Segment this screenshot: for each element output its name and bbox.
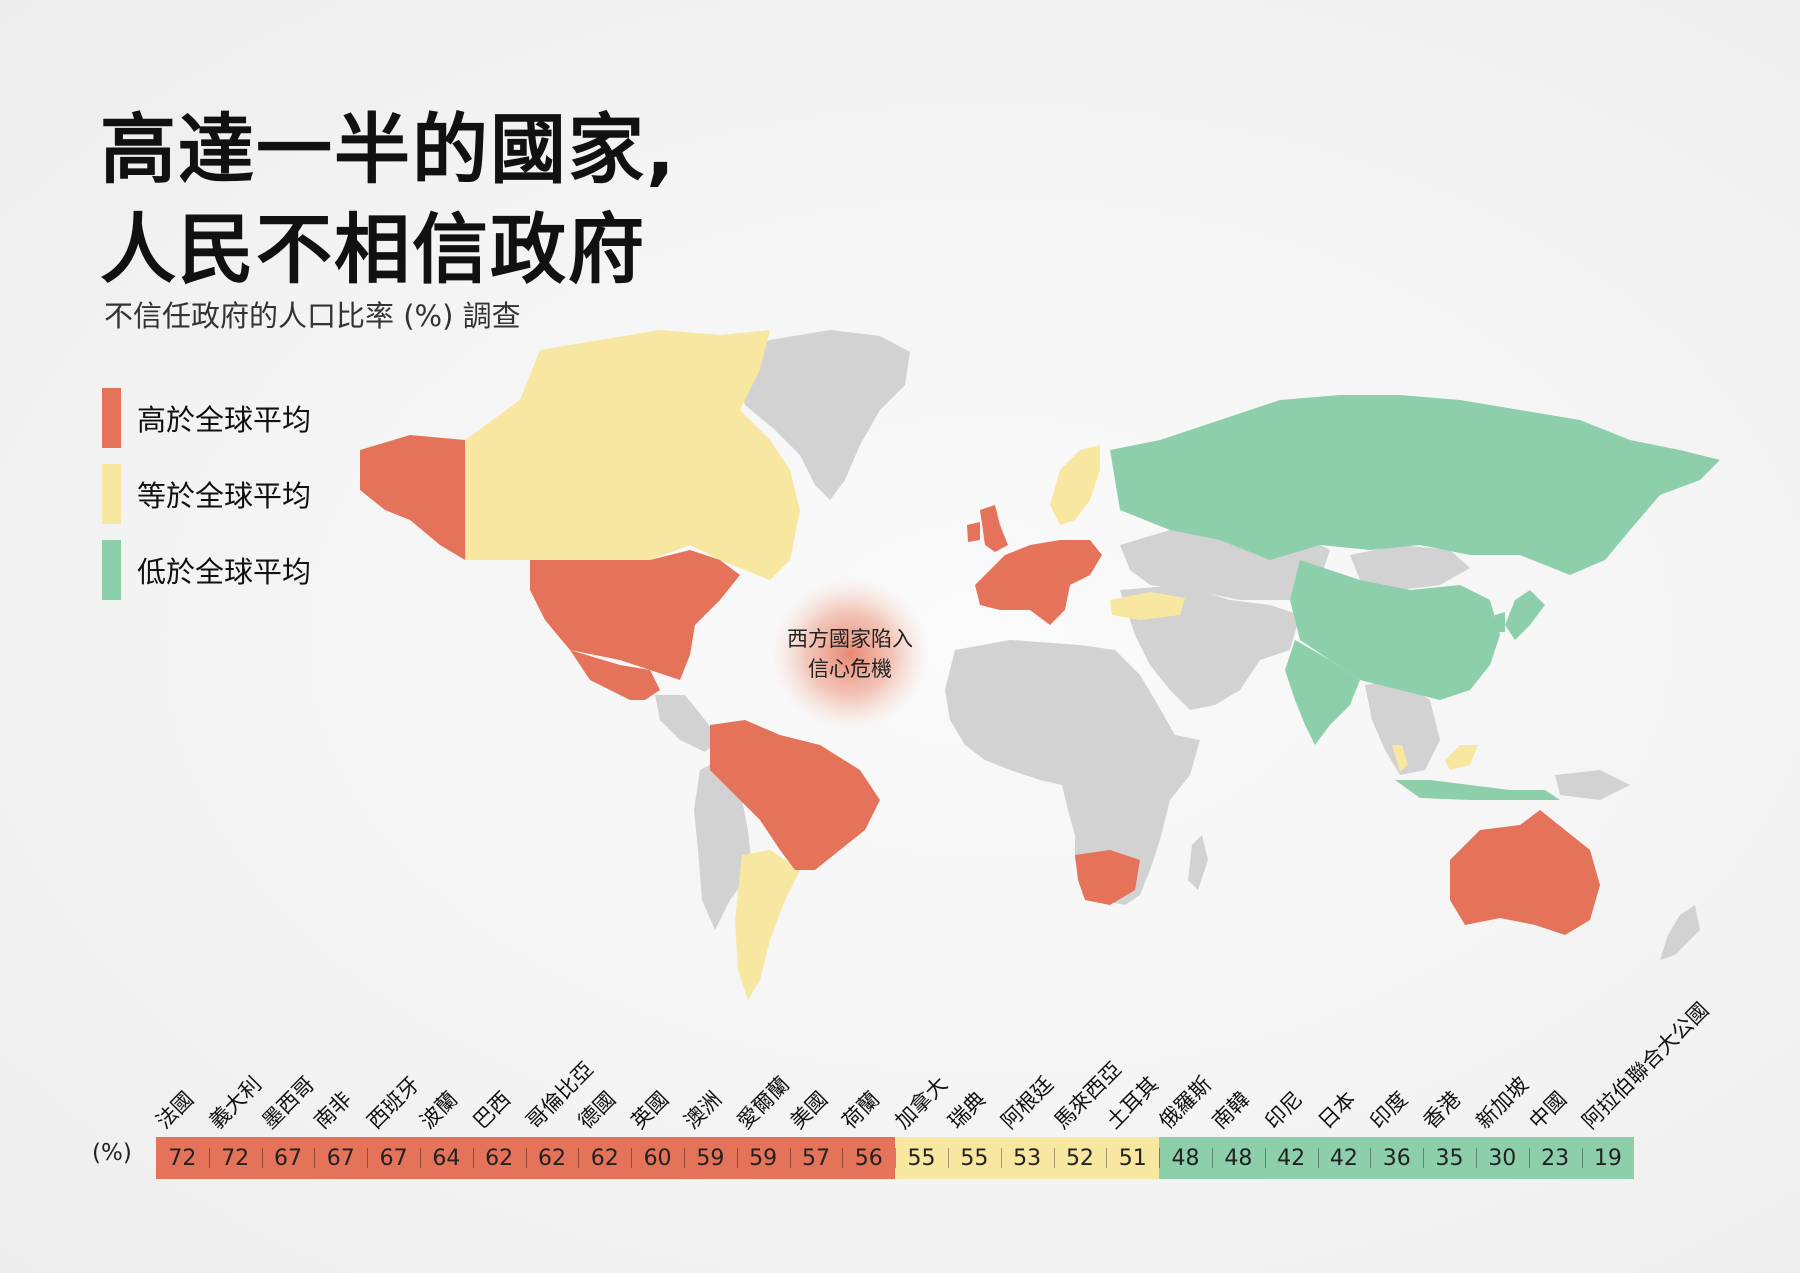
south-america-rest: [694, 760, 752, 930]
africa-region: [945, 640, 1200, 905]
mongolia: [1350, 545, 1470, 590]
legend-item-high: 高於全球平均: [102, 388, 311, 448]
map-annotation: 西方國家陷入 信心危機: [745, 590, 955, 718]
equal-average-land: [465, 330, 1478, 1000]
low-average-land: [1110, 395, 1720, 800]
uk: [980, 505, 1008, 552]
alaska: [360, 435, 465, 560]
legend-swatch-equal: [102, 464, 121, 524]
title-line-2: 人民不相信政府: [100, 205, 646, 294]
legend-label-equal: 等於全球平均: [137, 479, 312, 513]
mexico: [570, 650, 660, 700]
legend-item-low: 低於全球平均: [102, 540, 311, 600]
western-europe: [975, 540, 1102, 625]
legend-swatch-low: [102, 540, 121, 600]
turkey: [1110, 592, 1185, 620]
legend-label-high: 高於全球平均: [137, 403, 312, 437]
ireland: [967, 522, 980, 542]
china: [1290, 560, 1500, 700]
annotation-glow: [772, 578, 928, 730]
usa: [530, 550, 740, 680]
legend-swatch-high: [102, 388, 121, 448]
legend-label-low: 低於全球平均: [137, 555, 312, 589]
subtitle: 不信任政府的人口比率 (%) 調查: [104, 299, 521, 333]
russia: [1110, 395, 1720, 575]
madagascar: [1188, 835, 1208, 890]
legend: 高於全球平均 等於全球平均 低於全球平均: [102, 388, 311, 616]
neutral-land: [655, 330, 1700, 960]
japan-korea: [1495, 590, 1545, 640]
greenland: [730, 330, 910, 500]
annotation-line-2: 信心危機: [808, 657, 892, 681]
southeast-asia-region: [1365, 680, 1440, 775]
title-line-1: 高達一半的國家,: [100, 105, 677, 194]
malaysia: [1392, 745, 1478, 772]
indonesia: [1395, 780, 1560, 800]
brazil-colombia: [710, 720, 880, 870]
australia: [1450, 810, 1600, 935]
central-america-rest: [655, 695, 720, 752]
high-average-land: [360, 435, 1600, 935]
annotation-line-1: 西方國家陷入: [787, 627, 913, 651]
sweden-norway: [1050, 445, 1100, 525]
india: [1285, 640, 1360, 745]
page-title: 高達一半的國家, 人民不相信政府: [100, 100, 677, 300]
canada: [465, 330, 800, 580]
south-africa: [1075, 850, 1140, 905]
papua-region: [1555, 770, 1630, 800]
argentina: [735, 850, 800, 1000]
legend-item-equal: 等於全球平均: [102, 464, 311, 524]
new-zealand: [1660, 905, 1700, 960]
